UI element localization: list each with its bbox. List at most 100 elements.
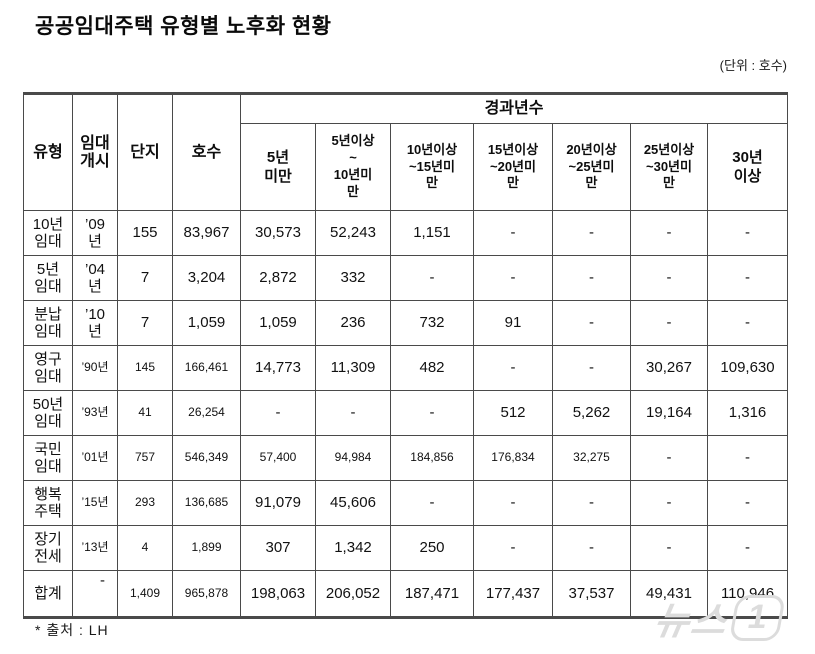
- col-header-25-30y: 25년이상 ~30년미 만: [630, 123, 708, 211]
- table-cell: -: [552, 255, 631, 301]
- table-cell: 187,471: [390, 570, 474, 618]
- table-cell: -: [72, 570, 118, 618]
- col-header-complex: 단지: [117, 93, 173, 211]
- table-cell: 176,834: [473, 435, 553, 481]
- table-cell: 1,059: [240, 300, 316, 346]
- table-cell: -: [706, 435, 789, 481]
- row-label: 장기 전세: [23, 525, 73, 571]
- col-header-rental-start: 임대 개시: [72, 93, 118, 211]
- table-cell: -: [473, 210, 553, 256]
- table-cell: -: [473, 255, 553, 301]
- table-cell: 166,461: [172, 345, 241, 391]
- table-row: 50년 임대 ’93년 41 26,254- - -512 5,262 19,164 1,316: [23, 390, 789, 436]
- col-header-15-20y: 15년이상 ~20년미 만: [473, 123, 553, 211]
- table-cell: 250: [390, 525, 474, 571]
- source-note: * 출처 : LH: [35, 622, 109, 638]
- table-cell: 26,254: [172, 390, 241, 436]
- row-label: 5년 임대: [23, 255, 73, 301]
- table-cell: 110,946: [706, 570, 789, 618]
- table-cell: -: [630, 255, 708, 301]
- table-cell: -: [552, 300, 631, 346]
- table-row: 10년 임대 ’09 년 155 83,967 30,573 52,243 1,151- - -…: [23, 210, 789, 256]
- table-header: 유형 임대 개시 단지 호수 경과년수 5년 미만 5년이상 ~ 10년미 만 …: [23, 93, 789, 211]
- table-cell: 14,773: [240, 345, 316, 391]
- table-row: 분납 임대 ’10 년 7 1,059 1,059 236 732 91- - -: [23, 300, 789, 346]
- table-cell: -: [240, 390, 316, 436]
- table-cell: 1,316: [706, 390, 789, 436]
- table-cell: ’90년: [72, 345, 118, 391]
- table-cell: ’15년: [72, 480, 118, 526]
- aging-status-table: 유형 임대 개시 단지 호수 경과년수 5년 미만 5년이상 ~ 10년미 만 …: [23, 92, 789, 619]
- table-cell: 1,899: [172, 525, 241, 571]
- table-cell: 32,275: [552, 435, 631, 481]
- table-cell: 307: [240, 525, 316, 571]
- table-cell: 109,630: [706, 345, 789, 391]
- table-cell: 19,164: [630, 390, 708, 436]
- table-cell: 236: [315, 300, 391, 346]
- table-cell: -: [630, 210, 708, 256]
- table-cell: -: [706, 210, 789, 256]
- table-cell: -: [390, 255, 474, 301]
- table-cell: 83,967: [172, 210, 241, 256]
- table-cell: 184,856: [390, 435, 474, 481]
- table-cell: -: [552, 345, 631, 391]
- table-cell: 332: [315, 255, 391, 301]
- table-cell: 1,059: [172, 300, 241, 346]
- table-cell: -: [390, 390, 474, 436]
- header-row-bands: 5년 미만 5년이상 ~ 10년미 만 10년이상 ~15년미 만 15년이상 …: [24, 123, 789, 211]
- table-cell: -: [630, 435, 708, 481]
- table-cell: 155: [117, 210, 173, 256]
- table-cell: 136,685: [172, 480, 241, 526]
- table-cell: 2,872: [240, 255, 316, 301]
- table-cell: 1,342: [315, 525, 391, 571]
- table-cell: 512: [473, 390, 553, 436]
- table-cell: 52,243: [315, 210, 391, 256]
- table-cell: ’04 년: [72, 255, 118, 301]
- table-cell: -: [473, 525, 553, 571]
- table-cell: -: [630, 525, 708, 571]
- table-cell: -: [552, 525, 631, 571]
- table-row: 행복 주택 ’15년 293 136,685 91,079 45,606- - - - -: [23, 480, 789, 526]
- table-cell: 5,262: [552, 390, 631, 436]
- table-cell: ’01년: [72, 435, 118, 481]
- table-cell: 198,063: [240, 570, 316, 618]
- total-row: 합계 -1,409 965,878 198,063 206,052 187,471 177,…: [23, 570, 789, 618]
- table-cell: -: [552, 480, 631, 526]
- table-cell: 11,309: [315, 345, 391, 391]
- table-cell: 45,606: [315, 480, 391, 526]
- table-cell: -: [473, 480, 553, 526]
- table-cell: 30,267: [630, 345, 708, 391]
- table-cell: 41: [117, 390, 173, 436]
- table-cell: 91: [473, 300, 553, 346]
- table-cell: 1,409: [117, 570, 173, 618]
- table-cell: 57,400: [240, 435, 316, 481]
- table-cell: ’93년: [72, 390, 118, 436]
- table-cell: 965,878: [172, 570, 241, 618]
- table-cell: ’13년: [72, 525, 118, 571]
- table-row: 장기 전세 ’13년 4 1,899 307 1,342 250- - - -: [23, 525, 789, 571]
- table-cell: 206,052: [315, 570, 391, 618]
- table-cell: 3,204: [172, 255, 241, 301]
- table-cell: -: [706, 255, 789, 301]
- col-header-5-10y: 5년이상 ~ 10년미 만: [315, 123, 391, 211]
- table-body: 10년 임대 ’09 년 155 83,967 30,573 52,243 1,151- - -…: [23, 210, 789, 618]
- table-cell: -: [630, 480, 708, 526]
- col-header-type: 유형: [23, 93, 73, 211]
- row-label: 영구 임대: [23, 345, 73, 391]
- table-cell: 37,537: [552, 570, 631, 618]
- table-cell: 1,151: [390, 210, 474, 256]
- col-header-under-5y: 5년 미만: [240, 123, 316, 211]
- page-title: 공공임대주택 유형별 노후화 현황: [35, 15, 332, 38]
- unit-label: (단위 : 호수): [719, 58, 787, 73]
- table-cell: 732: [390, 300, 474, 346]
- table-cell: ’09 년: [72, 210, 118, 256]
- table-cell: 49,431: [630, 570, 708, 618]
- col-header-10-15y: 10년이상 ~15년미 만: [390, 123, 474, 211]
- col-header-elapsed-years-group: 경과년수: [239, 93, 789, 124]
- table-cell: -: [315, 390, 391, 436]
- row-label: 분납 임대: [23, 300, 73, 346]
- table-cell: -: [390, 480, 474, 526]
- col-header-over-30y: 30년 이상: [706, 123, 789, 211]
- table-cell: -: [630, 300, 708, 346]
